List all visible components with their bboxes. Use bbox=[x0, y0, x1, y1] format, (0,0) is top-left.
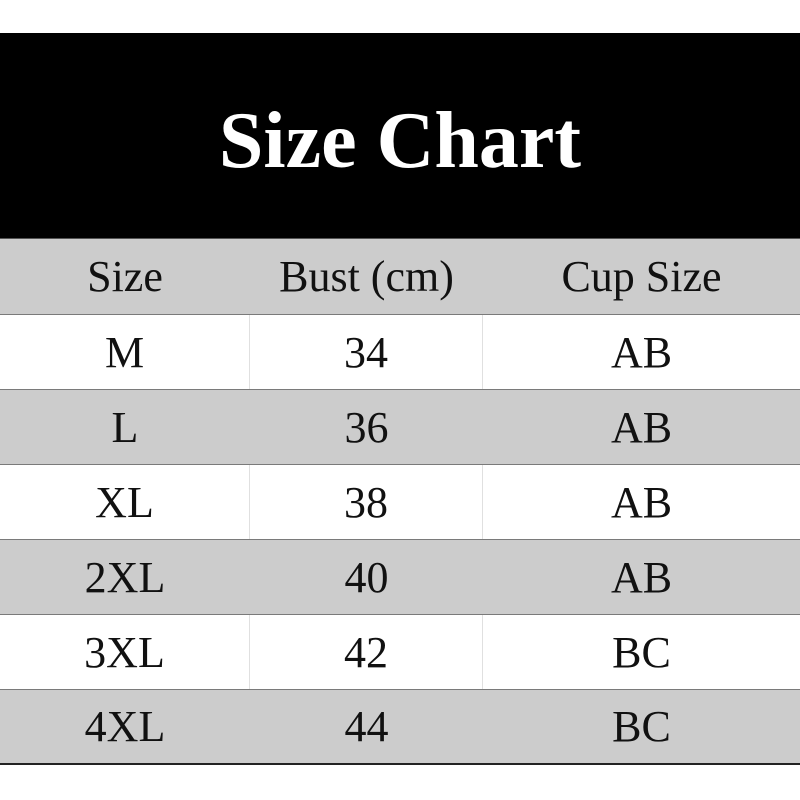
table-row: XL 38 AB bbox=[0, 465, 800, 540]
cup-size-cell: BC bbox=[612, 627, 671, 677]
size-cell: L bbox=[111, 402, 139, 452]
bust-cell: 36 bbox=[344, 402, 389, 452]
bust-cell: 40 bbox=[344, 552, 389, 602]
cup-size-cell: BC bbox=[612, 702, 671, 751]
cup-size-cell: AB bbox=[610, 552, 673, 602]
header-bust: Bust (cm) bbox=[279, 252, 454, 301]
bust-cell: 34 bbox=[250, 315, 483, 389]
bust-cell: 38 bbox=[250, 465, 483, 539]
size-cell: 3XL bbox=[0, 615, 250, 689]
cup-size-cell: AB bbox=[610, 477, 673, 527]
size-table: Size Bust (cm) Cup Size M 34 AB L 36 AB XL 38 AB… bbox=[0, 238, 800, 765]
page-title: Size Chart bbox=[218, 96, 582, 185]
table-row: 3XL 42 BC bbox=[0, 615, 800, 690]
table-row: 4XL 44 BC bbox=[0, 690, 800, 765]
size-cell: XL bbox=[0, 465, 250, 539]
title-banner: Size Chart bbox=[0, 33, 800, 238]
header-size: Size bbox=[87, 252, 163, 301]
bust-cell: 44 bbox=[344, 702, 389, 751]
cup-size-cell: AB bbox=[610, 327, 673, 377]
bust-cell: 42 bbox=[250, 615, 483, 689]
table-row: 2XL 40 AB bbox=[0, 540, 800, 615]
table-header-row: Size Bust (cm) Cup Size bbox=[0, 238, 800, 315]
header-cup-size: Cup Size bbox=[561, 252, 722, 301]
cup-size-cell: AB bbox=[610, 402, 673, 452]
table-row: L 36 AB bbox=[0, 390, 800, 465]
size-cell: M bbox=[0, 315, 250, 389]
size-cell: 4XL bbox=[84, 702, 166, 751]
table-row: M 34 AB bbox=[0, 315, 800, 390]
size-cell: 2XL bbox=[84, 552, 166, 602]
